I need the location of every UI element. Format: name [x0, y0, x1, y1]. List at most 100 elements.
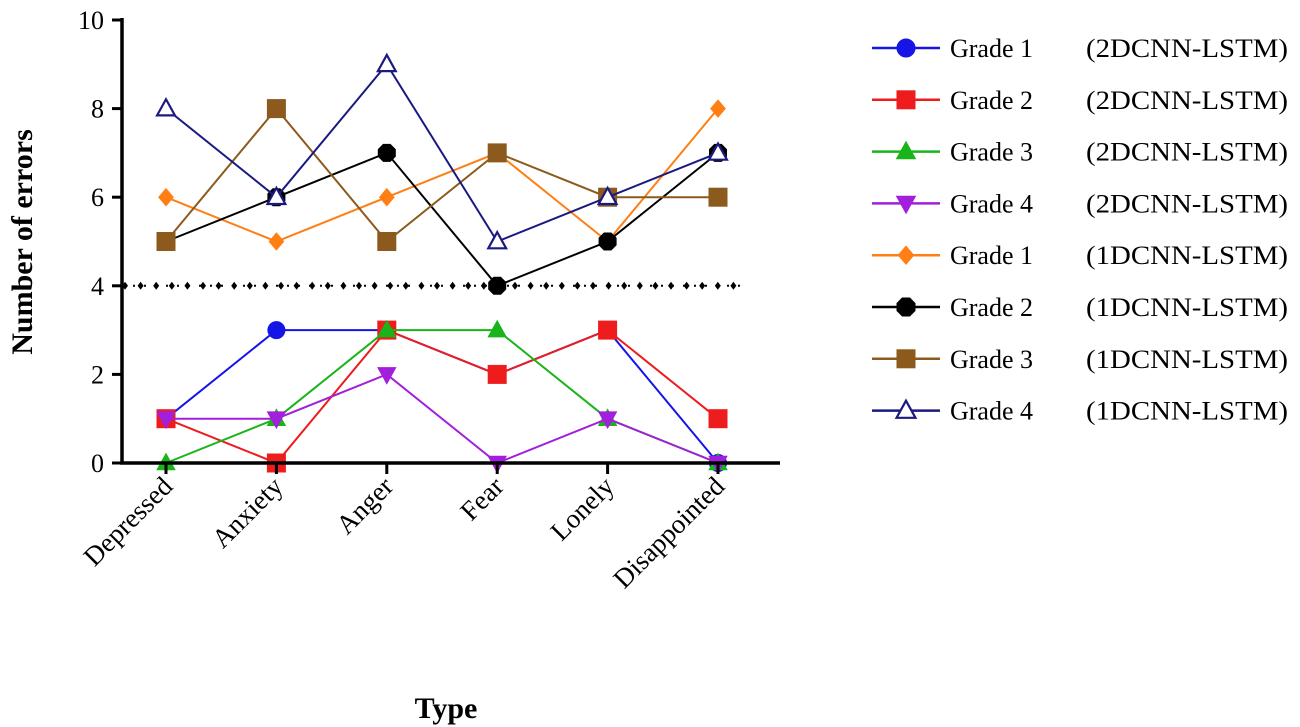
- threshold-marker: [449, 281, 456, 290]
- threshold-marker: [324, 281, 331, 290]
- threshold-marker: [652, 281, 659, 290]
- data-point: [486, 229, 508, 250]
- threshold-marker: [418, 281, 425, 290]
- legend-item: Grade 3 (1DCNN-LSTM): [872, 345, 1288, 374]
- series-3: [156, 319, 728, 471]
- threshold-marker: [340, 281, 347, 290]
- threshold-marker: [558, 281, 565, 290]
- x-tick-label: Fear: [454, 471, 509, 526]
- y-tick-label: 10: [78, 6, 104, 35]
- data-point: [156, 232, 176, 251]
- x-tick-label: Lonely: [545, 471, 621, 547]
- data-point: [377, 143, 396, 162]
- data-point: [708, 409, 728, 429]
- threshold-marker: [730, 281, 737, 290]
- data-point: [487, 364, 507, 384]
- data-point: [487, 143, 507, 163]
- x-tick-label: Anxiety: [206, 471, 289, 554]
- threshold-marker: [574, 281, 581, 290]
- legend-model: (1DCNN-LSTM): [1086, 397, 1288, 426]
- threshold-marker: [309, 281, 316, 290]
- threshold-marker: [153, 281, 160, 290]
- threshold-marker: [168, 281, 175, 290]
- legend-label: Grade 3: [950, 138, 1033, 167]
- legend-model: (2DCNN-LSTM): [1086, 86, 1288, 115]
- legend-label: Grade 3: [950, 345, 1033, 374]
- legend-item: Grade 2 (2DCNN-LSTM): [872, 86, 1288, 115]
- legend-model: (1DCNN-LSTM): [1086, 345, 1288, 374]
- threshold-marker: [215, 281, 222, 290]
- data-point: [267, 321, 286, 340]
- series-line: [165, 329, 719, 464]
- series-line: [165, 328, 719, 465]
- legend-label: Grade 4: [950, 189, 1033, 218]
- threshold-marker: [184, 281, 191, 290]
- series-line: [165, 107, 719, 243]
- series-line: [165, 62, 719, 243]
- legend-label: Grade 1: [950, 34, 1033, 63]
- legend-marker: [896, 349, 916, 369]
- legend-label: Grade 4: [950, 397, 1033, 426]
- legend-item: Grade 4 (1DCNN-LSTM): [872, 397, 1288, 426]
- threshold-marker: [293, 281, 300, 290]
- series-8: [155, 52, 729, 250]
- data-point: [266, 411, 287, 430]
- series-6: [157, 143, 727, 295]
- legend-marker: [896, 297, 916, 317]
- data-point: [597, 411, 618, 430]
- data-point: [376, 52, 398, 73]
- y-tick-label: 6: [91, 183, 104, 212]
- legend-marker: [894, 398, 918, 419]
- threshold-marker: [371, 281, 378, 290]
- threshold-marker: [480, 281, 487, 290]
- threshold-marker: [590, 281, 596, 290]
- data-point: [377, 367, 397, 385]
- legend-label: Grade 1: [950, 241, 1033, 270]
- threshold-marker: [512, 281, 518, 290]
- threshold-marker: [621, 281, 628, 290]
- data-point: [708, 187, 728, 207]
- series-line: [165, 107, 718, 243]
- series-line: [165, 328, 719, 464]
- legend-label: Grade 2: [950, 293, 1033, 322]
- data-point: [710, 99, 726, 118]
- data-point: [377, 232, 397, 251]
- legend-marker: [895, 140, 917, 160]
- y-tick-label: 4: [91, 272, 104, 301]
- data-point: [707, 141, 729, 161]
- threshold-marker: [246, 281, 253, 290]
- threshold-marker: [137, 281, 144, 290]
- threshold-marker: [543, 281, 550, 290]
- data-point: [156, 411, 176, 430]
- data-point: [488, 276, 507, 295]
- legend-model: (1DCNN-LSTM): [1086, 241, 1288, 270]
- threshold-marker: [668, 281, 674, 290]
- x-tick-label: Disappointed: [607, 471, 730, 594]
- legend-model: (1DCNN-LSTM): [1086, 293, 1288, 322]
- threshold-line: [122, 281, 748, 290]
- legend-marker: [895, 195, 917, 215]
- data-point: [155, 96, 177, 117]
- threshold-marker: [402, 281, 409, 290]
- data-point: [487, 319, 507, 338]
- data-point: [378, 187, 395, 207]
- series-4: [156, 367, 728, 474]
- data-point: [158, 187, 174, 207]
- data-point: [266, 99, 286, 119]
- y-axis-label: Number of errors: [6, 129, 39, 355]
- y-tick-label: 8: [91, 95, 104, 124]
- data-point: [598, 232, 617, 251]
- series-7: [156, 99, 728, 251]
- threshold-marker: [636, 281, 643, 290]
- legend-model: (2DCNN-LSTM): [1086, 138, 1288, 167]
- legend-marker: [897, 245, 915, 265]
- legend-label: Grade 2: [950, 86, 1033, 115]
- legend-model: (2DCNN-LSTM): [1086, 34, 1288, 63]
- threshold-marker: [434, 281, 440, 290]
- x-tick-label: Depressed: [78, 471, 179, 572]
- legend: Grade 1 (2DCNN-LSTM)Grade 2 (2DCNN-LSTM)Gr…: [872, 34, 1288, 426]
- threshold-marker: [262, 281, 269, 290]
- threshold-marker: [387, 281, 394, 290]
- legend-model: (2DCNN-LSTM): [1086, 189, 1288, 218]
